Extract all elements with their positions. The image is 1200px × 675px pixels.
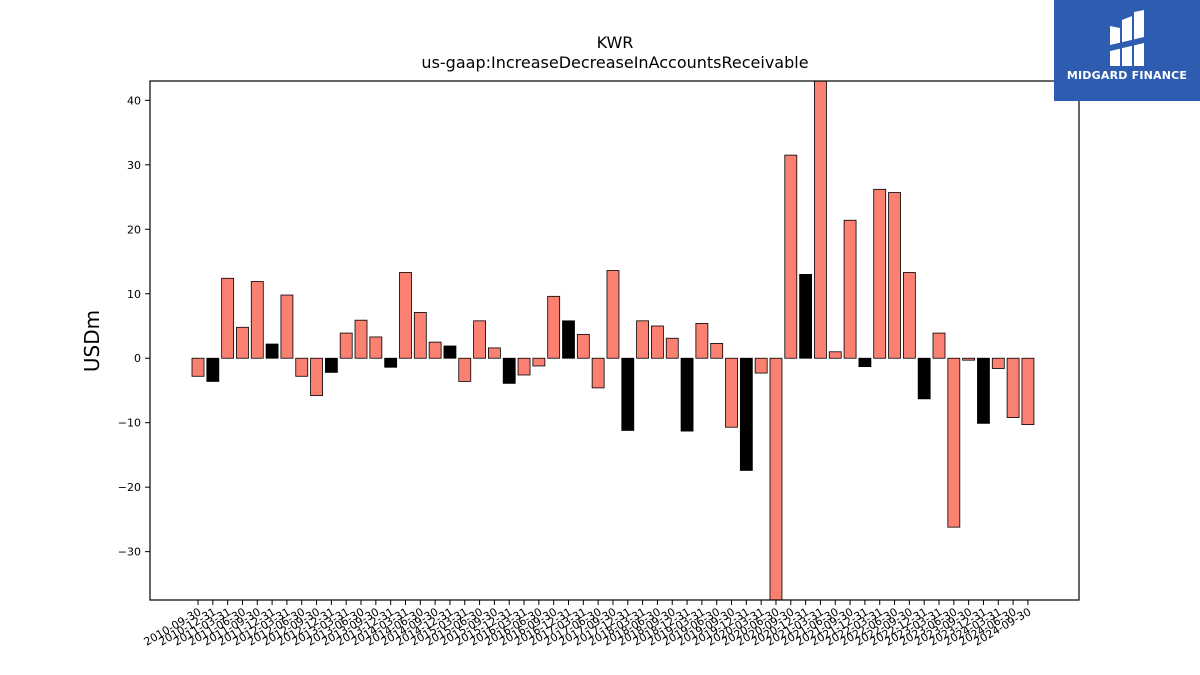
bar-2019-12-31 — [740, 358, 752, 470]
chart-subtitle: us-gaap:IncreaseDecreaseInAccountsReceiv… — [421, 53, 808, 72]
bar-2020-12-31 — [800, 274, 812, 358]
bar-2023-12-31 — [977, 358, 989, 423]
bar-2017-03-31 — [577, 334, 589, 358]
bar-2021-06-30 — [829, 352, 841, 358]
midgard-finance-logo: MIDGARD FINANCE — [1054, 0, 1200, 101]
bar-2018-03-31 — [637, 321, 649, 358]
bar-2018-06-30 — [651, 326, 663, 358]
bar-2011-12-31 — [266, 344, 278, 358]
bar-2013-03-31 — [340, 333, 352, 358]
bar-2014-09-30 — [429, 342, 441, 358]
bar-2019-06-30 — [711, 343, 723, 358]
bar-2015-09-30 — [488, 348, 500, 358]
bar-2022-03-31 — [874, 189, 886, 358]
bar-2014-06-30 — [414, 312, 426, 358]
bar-2016-12-31 — [563, 321, 575, 358]
bar-2021-12-31 — [859, 358, 871, 366]
y-tick-label: −20 — [118, 481, 141, 494]
bar-2016-09-30 — [548, 296, 560, 358]
chart-title: KWR — [597, 33, 634, 52]
bar-2014-03-31 — [399, 272, 411, 358]
bar-2016-06-30 — [533, 358, 545, 366]
bar-2015-12-31 — [503, 358, 515, 383]
bar-2017-12-31 — [622, 358, 634, 430]
bar-2013-09-30 — [370, 337, 382, 358]
bar-2010-09-30 — [192, 358, 204, 376]
bar-2022-09-30 — [903, 272, 915, 358]
bar-2022-06-30 — [889, 193, 901, 359]
y-tick-label: 0 — [134, 352, 141, 365]
bar-2020-06-30 — [770, 358, 782, 603]
bar-2011-03-31 — [222, 278, 234, 358]
bar-chart: KWR us-gaap:IncreaseDecreaseInAccountsRe… — [0, 0, 1200, 675]
bar-2013-12-31 — [385, 358, 397, 367]
bar-2017-09-30 — [607, 271, 619, 359]
bar-2021-03-31 — [814, 78, 826, 358]
bar-2014-12-31 — [444, 346, 456, 358]
bar-2015-06-30 — [474, 321, 486, 358]
bar-2012-03-31 — [281, 295, 293, 358]
bar-2015-03-31 — [459, 358, 471, 381]
y-axis-label: USDm — [80, 310, 104, 372]
x-axis-ticks: 2010-09-302010-12-312011-03-312011-06-30… — [142, 600, 1034, 649]
bar-2011-06-30 — [236, 327, 248, 358]
y-tick-label: 20 — [127, 223, 141, 236]
bar-2019-09-30 — [726, 358, 738, 427]
bar-2024-06-30 — [1007, 358, 1019, 417]
bar-2012-12-31 — [325, 358, 337, 372]
bar-2023-09-30 — [963, 358, 975, 360]
bar-2020-09-30 — [785, 155, 797, 358]
bar-2018-12-31 — [681, 358, 693, 431]
bars — [192, 78, 1034, 603]
bar-2019-03-31 — [696, 323, 708, 358]
bar-2011-09-30 — [251, 282, 263, 359]
bar-2020-03-31 — [755, 358, 767, 373]
bar-2024-09-30 — [1022, 358, 1034, 424]
bar-2021-09-30 — [844, 220, 856, 358]
bar-2016-03-31 — [518, 358, 530, 375]
bar-2013-06-30 — [355, 320, 367, 358]
y-axis-ticks: −30 −20 −10 0 10 20 30 40 — [118, 94, 150, 558]
bar-2023-03-31 — [933, 333, 945, 358]
logo-mark-icon — [1100, 8, 1154, 68]
bar-2012-09-30 — [311, 358, 323, 395]
bar-2017-06-30 — [592, 358, 604, 388]
bar-2023-06-30 — [948, 358, 960, 527]
y-tick-label: −10 — [118, 417, 141, 430]
bar-2018-09-30 — [666, 338, 678, 358]
y-tick-label: 10 — [127, 288, 141, 301]
bar-2010-12-31 — [207, 358, 219, 381]
bar-2022-12-31 — [918, 358, 930, 399]
y-tick-label: 40 — [127, 94, 141, 107]
logo-text: MIDGARD FINANCE — [1054, 69, 1200, 82]
y-tick-label: −30 — [118, 546, 141, 559]
bar-2012-06-30 — [296, 358, 308, 376]
y-tick-label: 30 — [127, 159, 141, 172]
bar-2024-03-31 — [992, 358, 1004, 368]
